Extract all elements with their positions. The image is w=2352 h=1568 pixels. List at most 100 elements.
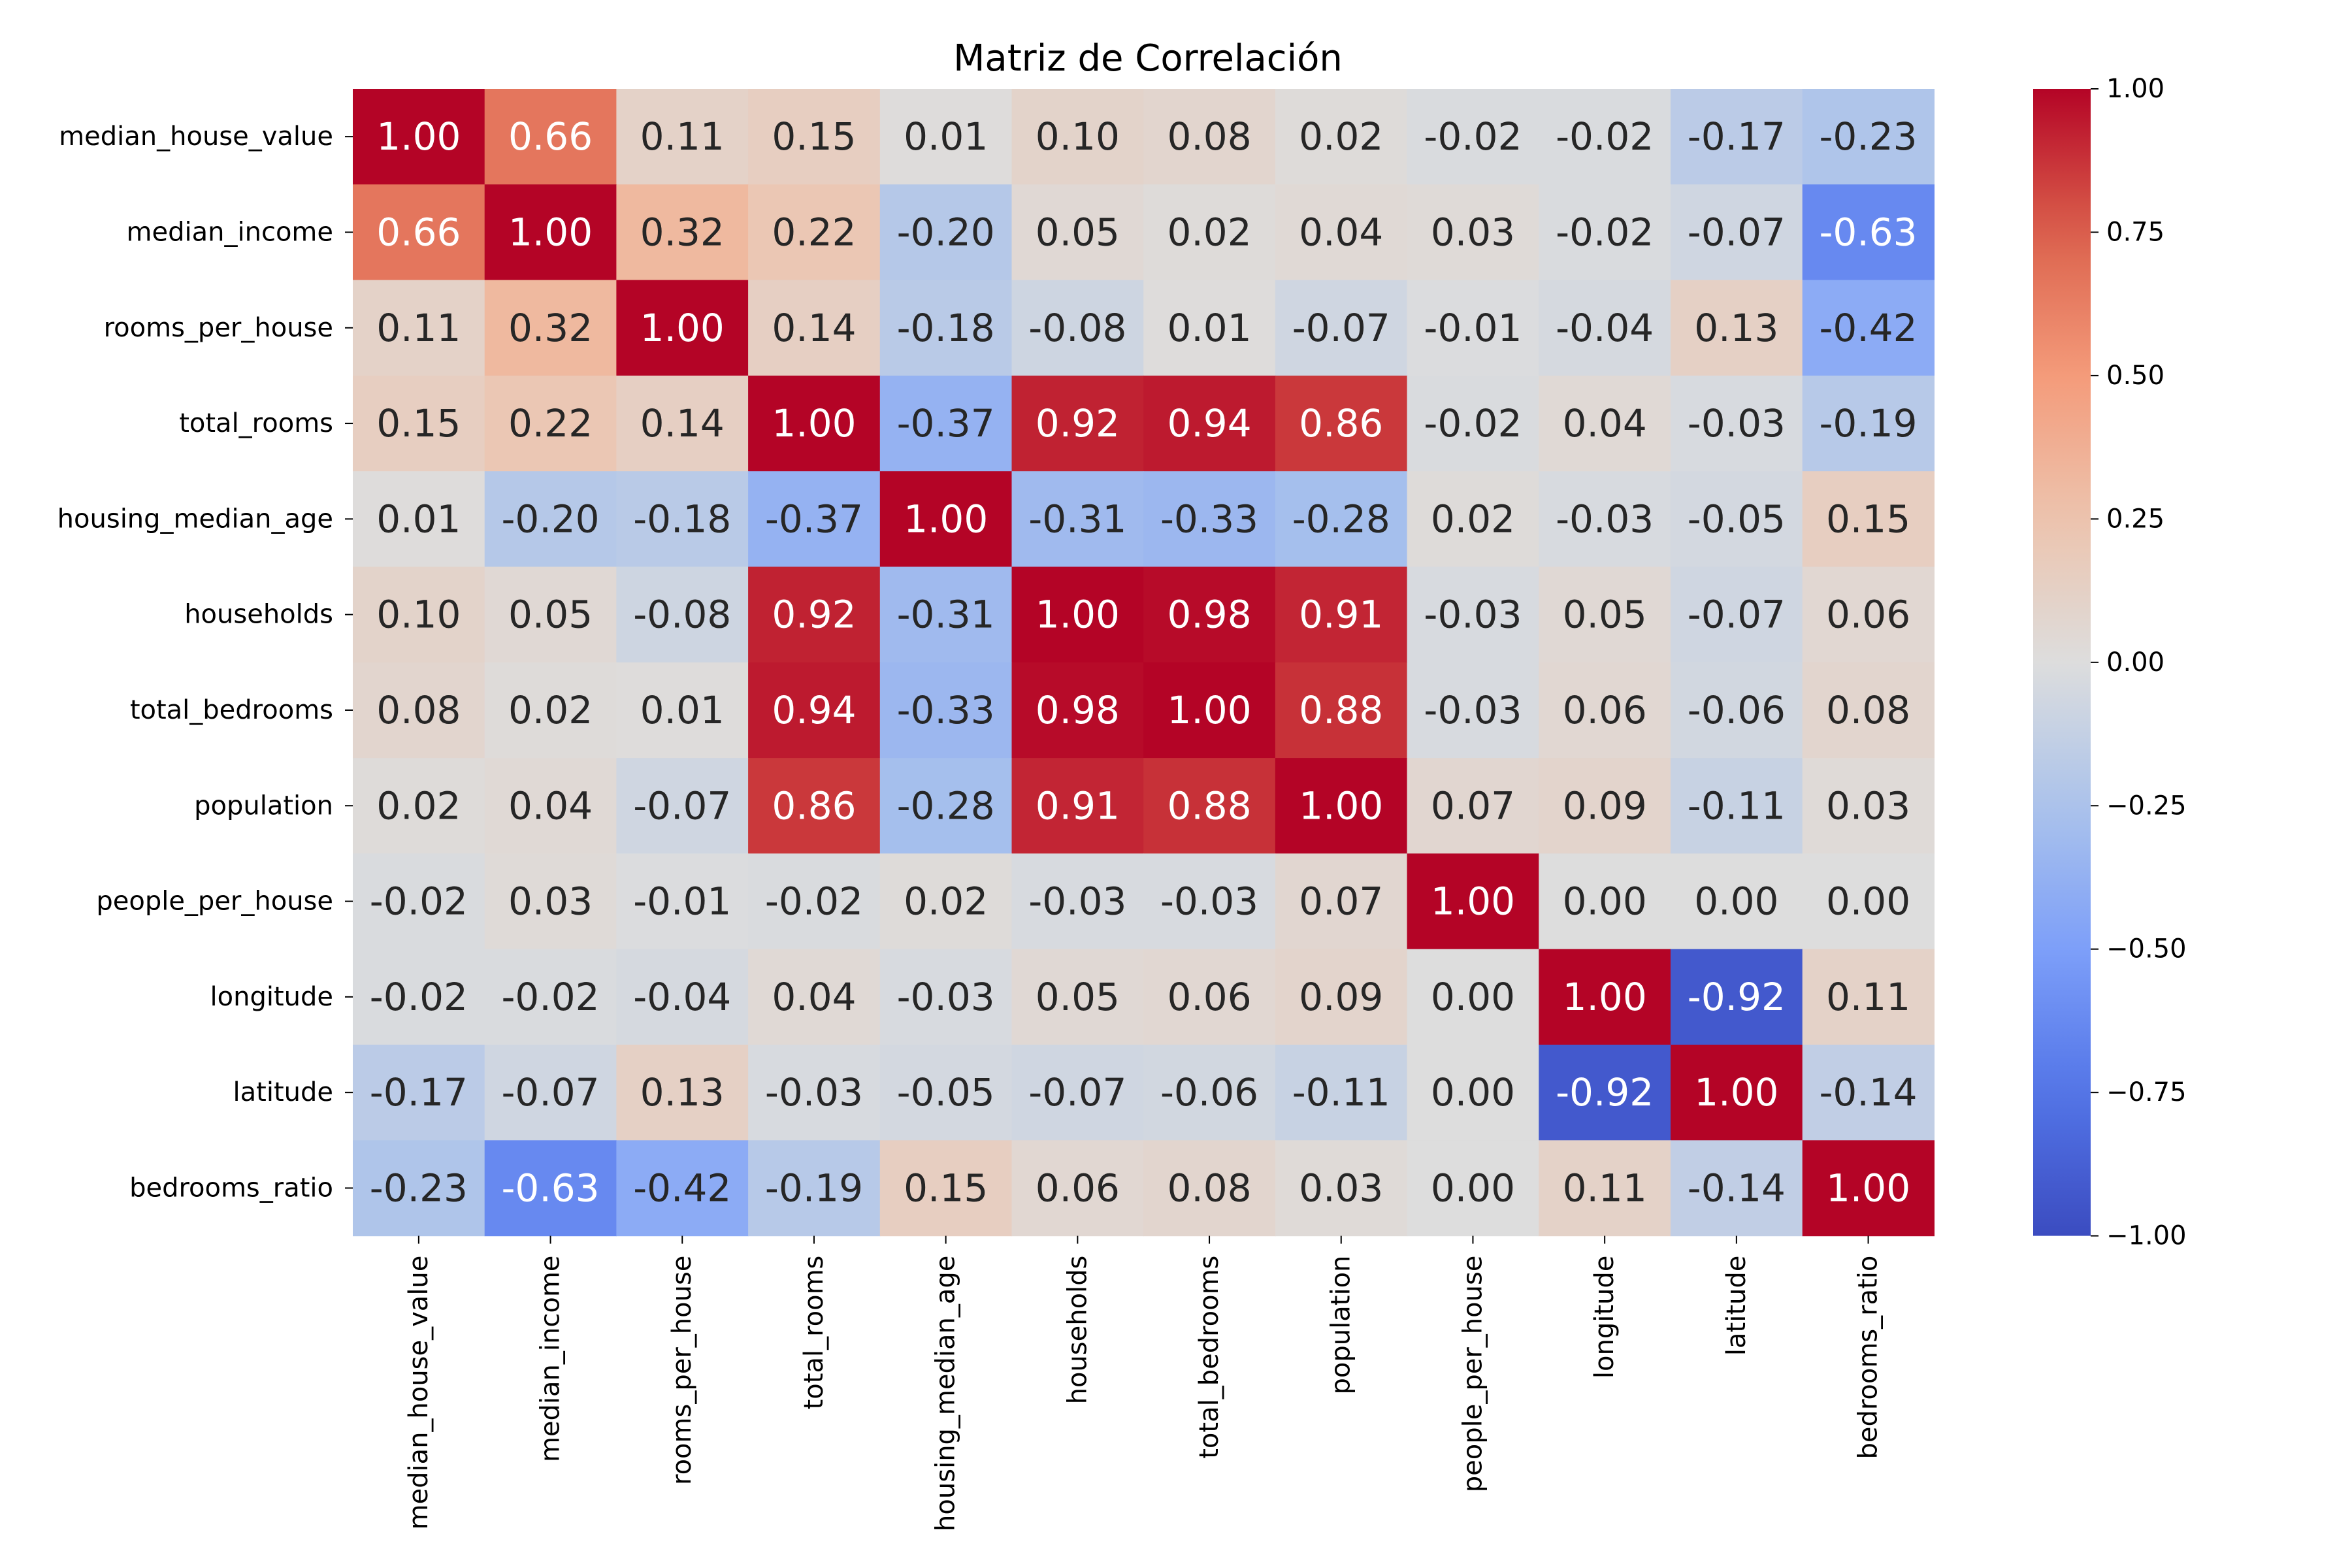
- cell-value-label: -0.01: [633, 879, 731, 924]
- column-tick-label: housing_median_age: [931, 1256, 961, 1531]
- cell-value-label: 1.00: [508, 210, 593, 254]
- cell-value-label: -0.03: [1688, 401, 1786, 446]
- cell-value-label: 0.15: [772, 114, 856, 159]
- cell-value-label: -0.02: [370, 879, 468, 924]
- cell-value-label: 0.00: [1563, 879, 1647, 924]
- cell-value-label: 0.00: [1431, 1070, 1515, 1115]
- heatmap-cell: [616, 566, 749, 663]
- heatmap-cell: [1671, 566, 1803, 663]
- cell-value-label: -0.37: [897, 401, 995, 446]
- heatmap-cell: [353, 662, 485, 759]
- heatmap-cell: [1539, 566, 1671, 663]
- colorbar: 1.00 0.75 0.50 0.25 0.00 −0.25 −0.50 −0.75 −1.00: [2033, 74, 2187, 1251]
- heatmap-cell: [879, 853, 1013, 950]
- colorbar-tick-label: 0.25: [2106, 504, 2164, 534]
- cell-value-label: 0.02: [904, 879, 988, 924]
- colorbar-tick-label: −0.25: [2106, 791, 2187, 821]
- colorbar-tick-label: 0.50: [2106, 361, 2164, 391]
- heatmap-cell: [1539, 1140, 1671, 1237]
- heatmap-cell: [484, 184, 617, 281]
- heatmap-cell: [353, 853, 485, 950]
- cell-value-label: -0.06: [1688, 688, 1786, 732]
- heatmap-cell: [748, 853, 881, 950]
- heatmap-cell: [484, 853, 617, 950]
- cell-value-label: 0.15: [1826, 497, 1910, 541]
- heatmap-cell: [353, 566, 485, 663]
- heatmap-cell: [1671, 758, 1803, 854]
- colorbar-tick-label: −0.50: [2106, 934, 2187, 964]
- heatmap-cell: [484, 566, 617, 663]
- column-tick-label: latitude: [1722, 1256, 1752, 1356]
- cell-value-label: 0.09: [1299, 975, 1383, 1019]
- heatmap-cell: [1802, 1140, 1935, 1237]
- cell-value-label: 0.15: [376, 401, 461, 446]
- heatmap-cell: [353, 949, 485, 1045]
- heatmap-cell: [1539, 949, 1671, 1045]
- cell-value-label: 0.91: [1299, 593, 1383, 637]
- heatmap-cell: [484, 758, 617, 854]
- heatmap-cell: [1802, 949, 1935, 1045]
- heatmap-cell: [353, 89, 485, 185]
- colorbar-tick-label: 0.75: [2106, 217, 2164, 247]
- heatmap-cell: [748, 758, 881, 854]
- cell-value-label: -0.20: [502, 497, 600, 541]
- heatmap-cell: [1143, 184, 1276, 281]
- heatmap-cell: [1671, 662, 1803, 759]
- cell-value-label: -0.01: [1424, 306, 1522, 350]
- cell-value-label: 0.02: [376, 783, 461, 828]
- heatmap-cell: [1671, 949, 1803, 1045]
- cell-value-label: -0.14: [1820, 1070, 1918, 1115]
- heatmap-cell: [748, 949, 881, 1045]
- heatmap-cell: [616, 280, 749, 376]
- cell-value-label: -0.19: [765, 1166, 863, 1210]
- column-tick-label: bedrooms_ratio: [1854, 1256, 1884, 1460]
- cell-value-label: 0.10: [376, 593, 461, 637]
- cell-value-label: -0.63: [502, 1166, 600, 1210]
- cell-value-label: -0.19: [1820, 401, 1918, 446]
- cell-value-label: 0.07: [1299, 879, 1383, 924]
- cell-value-label: -0.07: [1292, 306, 1390, 350]
- cell-value-label: 0.08: [1167, 1166, 1251, 1210]
- cell-value-label: 0.10: [1036, 114, 1120, 159]
- heatmap-cell: [1802, 184, 1935, 281]
- cell-value-label: 0.01: [640, 688, 725, 732]
- cell-value-label: 0.02: [1431, 497, 1515, 541]
- heatmap-cell: [1143, 280, 1276, 376]
- cell-value-label: 0.88: [1299, 688, 1383, 732]
- cell-value-label: 0.08: [1167, 114, 1251, 159]
- cell-value-label: -0.42: [633, 1166, 731, 1210]
- row-tick-label: total_bedrooms: [130, 695, 333, 725]
- colorbar-tick-label: −0.75: [2106, 1077, 2187, 1107]
- heatmap-cell: [1143, 758, 1276, 854]
- cell-value-label: 0.05: [1036, 975, 1120, 1019]
- row-tick-label: median_house_value: [59, 122, 333, 152]
- cell-value-label: -0.31: [1028, 497, 1126, 541]
- cell-value-label: 0.13: [1694, 306, 1778, 350]
- cell-value-label: -0.03: [1028, 879, 1126, 924]
- cell-value-label: -0.07: [1688, 593, 1786, 637]
- cell-value-label: 0.15: [904, 1166, 988, 1210]
- cell-value-label: 0.00: [1826, 879, 1910, 924]
- heatmap-cell: [879, 566, 1013, 663]
- cell-value-label: 0.32: [640, 210, 725, 254]
- heatmap-cell: [616, 184, 749, 281]
- cell-value-label: 0.04: [772, 975, 856, 1019]
- cell-value-label: -0.02: [502, 975, 600, 1019]
- heatmap-cell: [1407, 280, 1539, 376]
- heatmap-cell: [1011, 1045, 1144, 1141]
- cell-value-label: 0.03: [1431, 210, 1515, 254]
- cell-value-label: 0.01: [904, 114, 988, 159]
- cell-value-label: -0.14: [1688, 1166, 1786, 1210]
- cell-value-label: 0.98: [1167, 593, 1251, 637]
- cell-value-label: 1.00: [376, 114, 461, 159]
- cell-value-label: -0.03: [1160, 879, 1258, 924]
- heatmap-cell: [1407, 1045, 1539, 1141]
- cell-value-label: 0.91: [1036, 783, 1120, 828]
- heatmap-cells: [353, 89, 1935, 1237]
- cell-value-label: -0.28: [1292, 497, 1390, 541]
- cell-value-label: -0.33: [897, 688, 995, 732]
- cell-value-label: -0.63: [1820, 210, 1918, 254]
- heatmap-cell: [1407, 853, 1539, 950]
- row-tick-label: bedrooms_ratio: [129, 1173, 333, 1203]
